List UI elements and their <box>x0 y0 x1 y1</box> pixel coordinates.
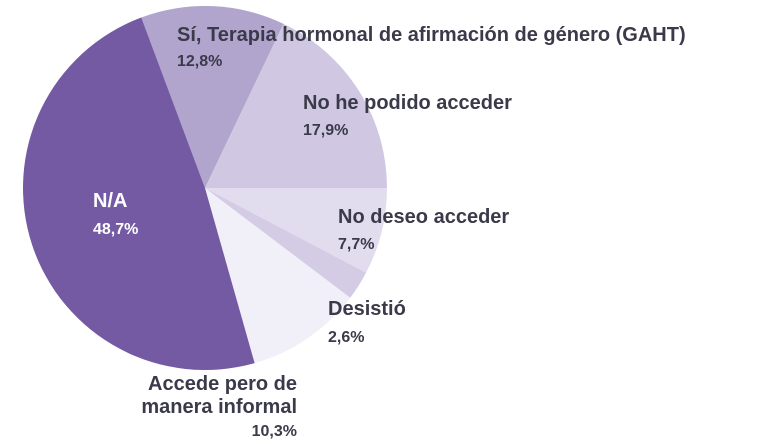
pie-slice <box>205 188 367 298</box>
slice-value-label: 10,3% <box>251 423 297 440</box>
pie-slice <box>205 188 387 273</box>
slice-label: No he podido acceder <box>303 92 512 114</box>
slice-value-label: 7,7% <box>338 236 375 253</box>
pie-slice <box>23 17 255 370</box>
slice-label: N/A <box>93 190 128 212</box>
pie-slice <box>205 23 388 189</box>
slice-value-label: 17,9% <box>303 122 349 139</box>
slice-label: No deseo acceder <box>338 206 510 228</box>
slice-label: Accede pero de manera informal <box>141 373 297 418</box>
slice-value-label: 48,7% <box>93 221 139 238</box>
slice-value-label: 12,8% <box>177 53 223 70</box>
pie-slice <box>205 188 351 364</box>
pie-slice <box>141 6 284 189</box>
slice-label: Sí, Terapia hormonal de afirmación de gé… <box>177 24 686 46</box>
slice-label: Desistió <box>328 298 406 320</box>
slice-value-label: 2,6% <box>328 329 365 346</box>
